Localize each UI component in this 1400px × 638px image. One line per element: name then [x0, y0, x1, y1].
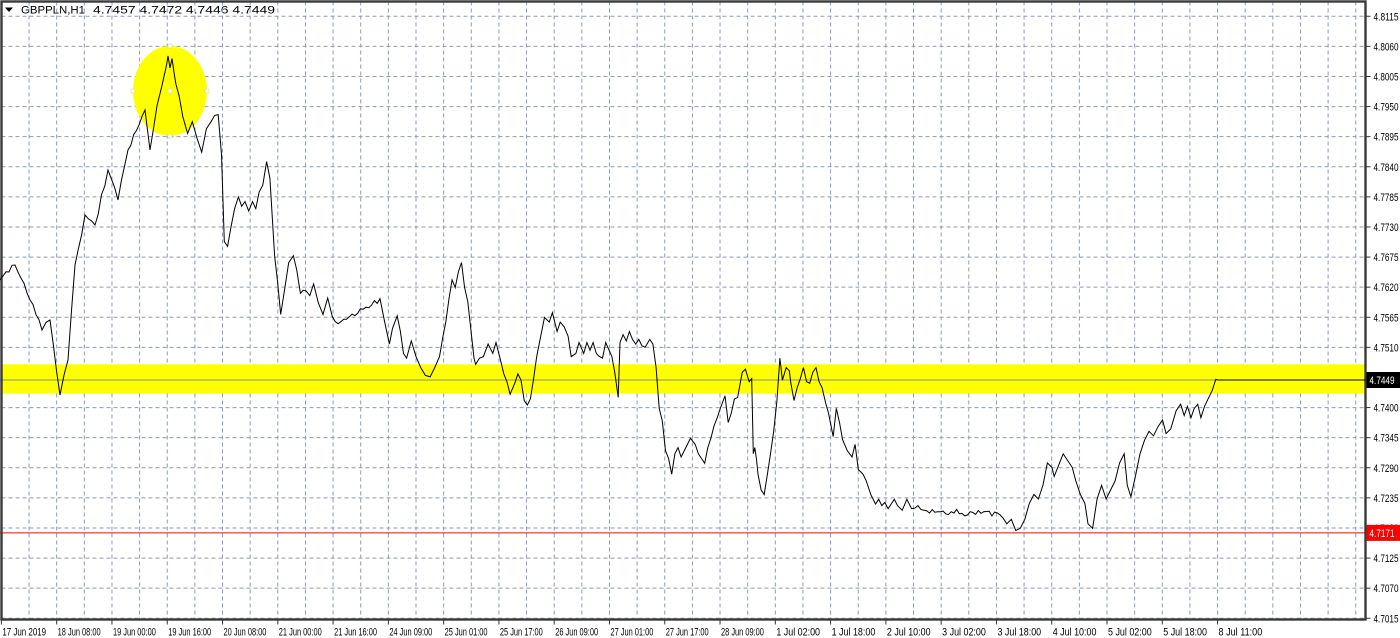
svg-text:8 Jul 11:00: 8 Jul 11:00 — [1219, 627, 1263, 638]
svg-text:4.7290: 4.7290 — [1374, 463, 1399, 475]
svg-text:4.7840: 4.7840 — [1374, 162, 1399, 174]
svg-text:4.8115: 4.8115 — [1374, 11, 1399, 23]
svg-text:4.7125: 4.7125 — [1374, 553, 1399, 565]
svg-text:5 Jul 18:00: 5 Jul 18:00 — [1163, 627, 1207, 638]
svg-text:21 Jun 00:00: 21 Jun 00:00 — [279, 627, 322, 638]
svg-text:25 Jun 01:00: 25 Jun 01:00 — [445, 627, 488, 638]
svg-text:4.7345: 4.7345 — [1374, 433, 1399, 445]
svg-text:5 Jul 02:00: 5 Jul 02:00 — [1108, 627, 1152, 638]
svg-text:4.8005: 4.8005 — [1374, 71, 1399, 83]
svg-text:2 Jul 10:00: 2 Jul 10:00 — [887, 627, 931, 638]
svg-text:26 Jun 09:00: 26 Jun 09:00 — [555, 627, 598, 638]
svg-text:4.7400: 4.7400 — [1374, 403, 1399, 415]
svg-text:27 Jun 01:00: 27 Jun 01:00 — [610, 627, 653, 638]
svg-text:1 Jul 02:00: 1 Jul 02:00 — [776, 627, 820, 638]
svg-text:4.7449: 4.7449 — [1370, 375, 1395, 387]
svg-text:4.7950: 4.7950 — [1374, 102, 1399, 114]
svg-text:3 Jul 18:00: 3 Jul 18:00 — [997, 627, 1041, 638]
svg-text:19 Jun 00:00: 19 Jun 00:00 — [113, 627, 156, 638]
svg-text:21 Jun 16:00: 21 Jun 16:00 — [334, 627, 377, 638]
svg-text:4.7015: 4.7015 — [1374, 613, 1399, 625]
svg-text:3 Jul 02:00: 3 Jul 02:00 — [942, 627, 986, 638]
svg-text:19 Jun 16:00: 19 Jun 16:00 — [168, 627, 211, 638]
svg-text:4.7235: 4.7235 — [1374, 493, 1399, 505]
svg-text:4.7620: 4.7620 — [1374, 282, 1399, 294]
svg-text:4.7070: 4.7070 — [1374, 583, 1399, 595]
svg-text:28 Jun 09:00: 28 Jun 09:00 — [721, 627, 764, 638]
svg-text:27 Jun 17:00: 27 Jun 17:00 — [666, 627, 709, 638]
svg-text:4.7510: 4.7510 — [1374, 342, 1399, 354]
svg-text:25 Jun 17:00: 25 Jun 17:00 — [500, 627, 543, 638]
svg-text:4 Jul 10:00: 4 Jul 10:00 — [1053, 627, 1097, 638]
svg-text:18 Jun 08:00: 18 Jun 08:00 — [58, 627, 101, 638]
svg-text:17 Jun 2019: 17 Jun 2019 — [2, 627, 46, 638]
svg-text:24 Jun 09:00: 24 Jun 09:00 — [389, 627, 432, 638]
svg-text:GBPPLN,H1: GBPPLN,H1 — [21, 5, 85, 17]
svg-text:4.8060: 4.8060 — [1374, 41, 1399, 53]
svg-text:4.7730: 4.7730 — [1374, 222, 1399, 234]
svg-text:1 Jul 18:00: 1 Jul 18:00 — [832, 627, 876, 638]
svg-text:4.7171: 4.7171 — [1370, 528, 1395, 540]
svg-text:4.7457 4.7472 4.7446 4.7449: 4.7457 4.7472 4.7446 4.7449 — [93, 5, 275, 17]
svg-text:4.7565: 4.7565 — [1374, 312, 1399, 324]
svg-text:20 Jun 08:00: 20 Jun 08:00 — [224, 627, 267, 638]
svg-text:4.7675: 4.7675 — [1374, 252, 1399, 264]
svg-text:4.7785: 4.7785 — [1374, 192, 1399, 204]
svg-text:4.7895: 4.7895 — [1374, 132, 1399, 144]
